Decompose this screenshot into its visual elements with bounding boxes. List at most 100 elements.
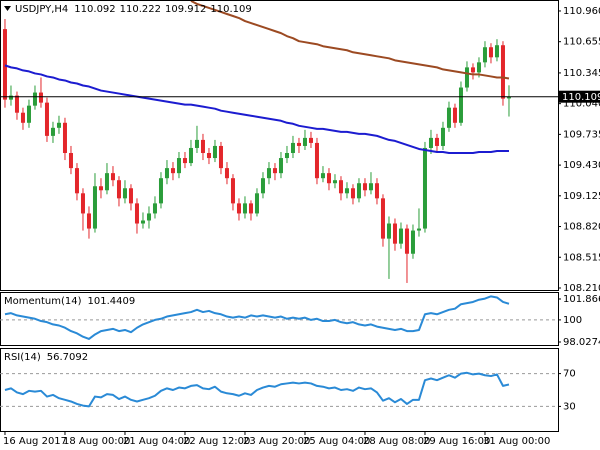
- y-tick-label: 70: [563, 369, 576, 380]
- candle-body: [392, 223, 397, 244]
- candle-body: [188, 147, 193, 164]
- candle-body: [134, 203, 139, 224]
- candle-body: [20, 112, 25, 123]
- labels: 110.960 110.655 110.345 110.040 109.735 109.4…: [3, 4, 600, 447]
- y-tick-label: 109.735: [563, 129, 600, 140]
- candle-body: [98, 186, 103, 191]
- candle-body: [152, 203, 157, 214]
- candle-body: [434, 137, 439, 146]
- candle-body: [308, 137, 313, 143]
- x-tick-label: 23 Aug 20:00: [243, 436, 310, 447]
- y-tick-label: 109.125: [563, 191, 600, 202]
- candle-body: [14, 95, 19, 113]
- candle-body: [278, 158, 283, 174]
- candle-body: [128, 188, 133, 204]
- x-tick-label: 18 Aug 00:00: [63, 436, 130, 447]
- candle-body: [80, 193, 85, 214]
- candle-body: [176, 158, 181, 174]
- x-tick-label: 25 Aug 04:00: [303, 436, 370, 447]
- candle-body: [62, 122, 67, 154]
- candle-body: [482, 47, 487, 63]
- momentum-panel: [0, 295, 558, 340]
- candle-body: [416, 228, 421, 231]
- candle-body: [158, 178, 163, 204]
- candle-body: [356, 183, 361, 199]
- y-tick-label: 98.0274: [563, 337, 600, 348]
- candle-body: [92, 186, 97, 229]
- price-tag-label: 110.109: [562, 92, 600, 103]
- x-tick-label: 16 Aug 2017: [3, 436, 67, 447]
- candle-body: [68, 153, 73, 169]
- panel-heading: RSI(14) 56.7092: [4, 352, 88, 363]
- candle-body: [296, 142, 301, 146]
- candle-body: [506, 96, 511, 99]
- y-tick-label: 108.515: [563, 252, 600, 263]
- frames: [0, 0, 561, 435]
- candle-body: [440, 127, 445, 146]
- candle-body: [464, 67, 469, 88]
- candle-body: [332, 180, 337, 184]
- candle-body: [494, 45, 499, 58]
- heading-part: 56.7092: [47, 352, 88, 363]
- candle-body: [56, 122, 61, 128]
- candle-body: [146, 213, 151, 221]
- candle-body: [398, 228, 403, 244]
- candle-body: [404, 228, 409, 254]
- candle-body: [200, 139, 205, 154]
- x-tick-label: 21 Aug 04:00: [123, 436, 190, 447]
- candle-body: [38, 92, 43, 103]
- panel-frame: [0, 0, 559, 291]
- candle-body: [122, 188, 127, 199]
- y-tick-label: 110.345: [563, 68, 600, 79]
- candle-body: [266, 168, 271, 179]
- candle-body: [254, 193, 259, 214]
- candle-body: [302, 137, 307, 146]
- candle-body: [344, 188, 349, 194]
- indicator-line: [4, 64, 509, 154]
- x-tick-label: 31 Aug 00:00: [483, 436, 550, 447]
- candle-body: [26, 105, 31, 123]
- candle-body: [386, 223, 391, 239]
- y-tick-label: 110.655: [563, 37, 600, 48]
- candle-body: [362, 183, 367, 191]
- candle-body: [260, 178, 265, 194]
- rsi-panel: [0, 371, 558, 408]
- candle-body: [2, 29, 7, 100]
- candle-body: [374, 183, 379, 199]
- indicator-line: [4, 371, 510, 408]
- candle-body: [320, 173, 325, 179]
- panel-frame: [0, 292, 559, 346]
- candle-body: [290, 142, 295, 154]
- candle-body: [380, 198, 385, 239]
- candle-body: [182, 158, 187, 164]
- candle-body: [422, 147, 427, 229]
- candle-body: [248, 203, 253, 214]
- heading-part: 110.092: [74, 4, 115, 15]
- candle-body: [32, 92, 37, 106]
- heading-part: Momentum(14): [4, 296, 82, 307]
- candle-body: [230, 178, 235, 204]
- candle-body: [500, 45, 505, 99]
- candle-body: [338, 180, 343, 194]
- indicator-line: [4, 295, 510, 340]
- candle-body: [44, 102, 49, 136]
- candle-body: [428, 137, 433, 148]
- candle-body: [242, 203, 247, 214]
- heading-part: 101.4409: [88, 296, 136, 307]
- y-tick-label: 100: [563, 315, 582, 326]
- candle-body: [74, 168, 79, 194]
- candle-body: [110, 173, 115, 181]
- x-tick-label: 29 Aug 16:00: [423, 436, 490, 447]
- y-tick-label: 110.960: [563, 6, 600, 17]
- candle-body: [104, 173, 109, 191]
- price-panel: [0, 1, 558, 283]
- candle-body: [470, 67, 475, 73]
- candle-body: [452, 107, 457, 123]
- x-tick-label: 28 Aug 08:00: [363, 436, 430, 447]
- candle-body: [140, 220, 145, 224]
- heading-part: 110.109: [210, 4, 251, 15]
- y-tick-label: 108.210: [563, 283, 600, 294]
- candle-body: [236, 203, 241, 214]
